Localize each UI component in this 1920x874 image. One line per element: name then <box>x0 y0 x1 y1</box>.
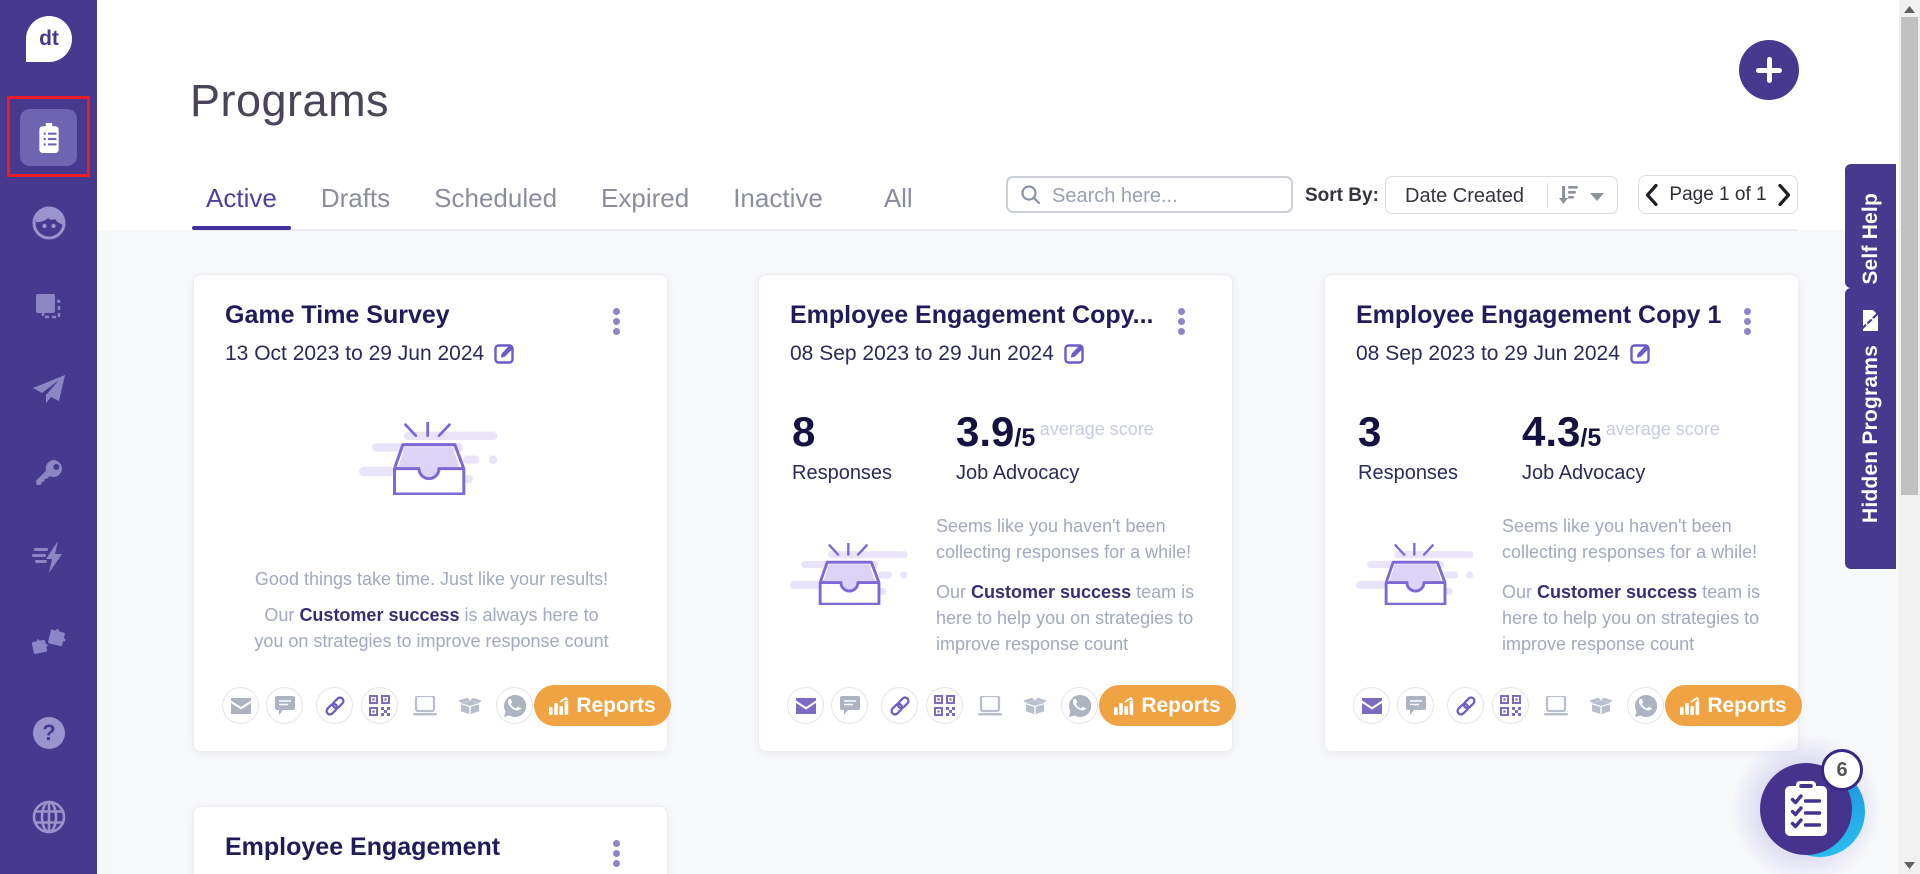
svg-text:?: ? <box>42 720 55 745</box>
